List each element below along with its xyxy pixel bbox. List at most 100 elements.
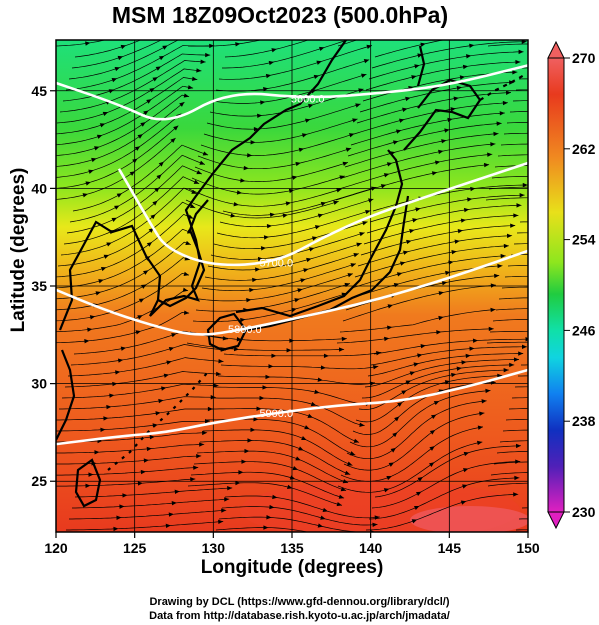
- streamline-arrow: [100, 427, 106, 432]
- streamline-arrow: [88, 472, 94, 477]
- streamline: [492, 319, 528, 322]
- streamline-arrow: [255, 267, 261, 272]
- streamline-arrow: [269, 504, 275, 510]
- streamline-arrow: [490, 307, 496, 313]
- streamline-arrow: [441, 139, 447, 144]
- streamline-arrow: [85, 181, 91, 186]
- streamline-arrow: [173, 125, 179, 131]
- streamline-arrow: [112, 381, 118, 387]
- streamline-arrow: [102, 111, 109, 116]
- streamline-arrow: [463, 207, 470, 213]
- coastline-korea: [157, 199, 209, 308]
- streamline: [72, 144, 209, 212]
- streamline: [346, 400, 487, 460]
- streamline-arrow: [314, 389, 320, 394]
- streamline-arrow: [165, 523, 171, 529]
- streamline-arrow: [193, 179, 200, 184]
- streamline: [189, 331, 347, 342]
- streamline-arrow: [304, 425, 310, 430]
- streamline-arrow: [84, 339, 90, 344]
- streamline-arrow: [256, 406, 262, 411]
- streamline-arrow: [396, 272, 403, 277]
- streamline-arrow: [405, 96, 411, 102]
- streamline-arrow: [155, 66, 162, 71]
- streamline-arrow: [353, 253, 359, 258]
- streamline-arrow: [411, 519, 418, 524]
- streamline: [341, 143, 496, 179]
- streamline: [336, 328, 494, 344]
- streamline-arrow: [431, 171, 438, 176]
- streamline-arrow: [185, 240, 191, 246]
- coastline-mainland: [58, 40, 347, 331]
- streamline: [197, 147, 352, 170]
- streamline-arrow: [94, 450, 100, 455]
- streamline-arrow: [496, 121, 502, 126]
- streamline-arrow: [359, 232, 365, 237]
- streamline: [191, 175, 345, 195]
- y-tick-label: 25: [31, 473, 47, 489]
- streamline: [62, 53, 211, 102]
- streamline: [218, 45, 372, 80]
- streamline: [56, 137, 176, 200]
- streamline-arrow: [409, 371, 416, 376]
- streamline: [200, 133, 355, 156]
- streamline-arrow: [310, 401, 317, 407]
- streamline: [56, 455, 202, 465]
- streamline: [214, 386, 371, 405]
- streamline: [56, 443, 205, 454]
- streamline-arrow: [158, 398, 164, 404]
- streamline: [367, 353, 524, 377]
- coastline-sakhalin: [416, 45, 426, 87]
- streamline-arrow: [392, 140, 399, 145]
- streamline-arrow: [287, 484, 293, 490]
- streamline: [206, 103, 361, 130]
- credits-line-1: Drawing by DCL (https://www.gfd-dennou.o…: [149, 596, 450, 608]
- streamline-arrow: [111, 78, 118, 83]
- streamline-arrow: [268, 364, 274, 369]
- streamline-arrow: [513, 357, 519, 362]
- streamline-arrow: [336, 188, 342, 193]
- streamline-arrow: [137, 134, 143, 139]
- x-axis-ticks: 120 125 130 135 140 145 150: [44, 532, 540, 556]
- streamline: [494, 165, 528, 168]
- streamline-arrow: [158, 161, 164, 167]
- streamline: [221, 506, 378, 526]
- streamline: [216, 210, 371, 239]
- streamline-arrow: [150, 214, 156, 220]
- streamline: [371, 41, 527, 69]
- streamline-arrow: [253, 126, 259, 132]
- streamline: [56, 77, 198, 135]
- streamline-arrow: [431, 414, 437, 420]
- streamline: [489, 330, 528, 333]
- streamline-arrow: [187, 85, 194, 90]
- streamline-arrow: [493, 131, 499, 137]
- streamline-arrow: [488, 326, 494, 332]
- streamline-arrow: [402, 107, 408, 112]
- streamline-arrow: [338, 494, 345, 499]
- streamline-arrow: [515, 443, 522, 449]
- streamline-arrow: [196, 453, 202, 459]
- streamline: [193, 461, 347, 491]
- streamline: [335, 164, 490, 201]
- streamline-arrow: [466, 54, 472, 59]
- streamline-arrow: [257, 113, 263, 119]
- coastline-ryukyu: [107, 371, 209, 471]
- streamline-arrow: [459, 75, 466, 80]
- streamline-arrow: [429, 446, 435, 451]
- streamline-arrow: [120, 346, 127, 351]
- streamline-arrow: [269, 212, 276, 217]
- streamline: [224, 495, 380, 519]
- streamline-arrow: [227, 486, 233, 491]
- streamline-arrow: [149, 435, 155, 440]
- streamline-arrow: [238, 470, 244, 475]
- streamline-arrow: [216, 371, 222, 377]
- streamline-arrow: [246, 297, 252, 303]
- streamline: [358, 369, 509, 410]
- contour-label: 5600.0: [291, 94, 325, 106]
- streamline: [339, 309, 496, 333]
- streamline-arrow: [189, 203, 196, 208]
- streamline-arrow: [272, 494, 278, 500]
- streamline-arrow: [428, 462, 435, 467]
- x-tick-label: 150: [516, 540, 540, 556]
- streamline: [67, 357, 224, 377]
